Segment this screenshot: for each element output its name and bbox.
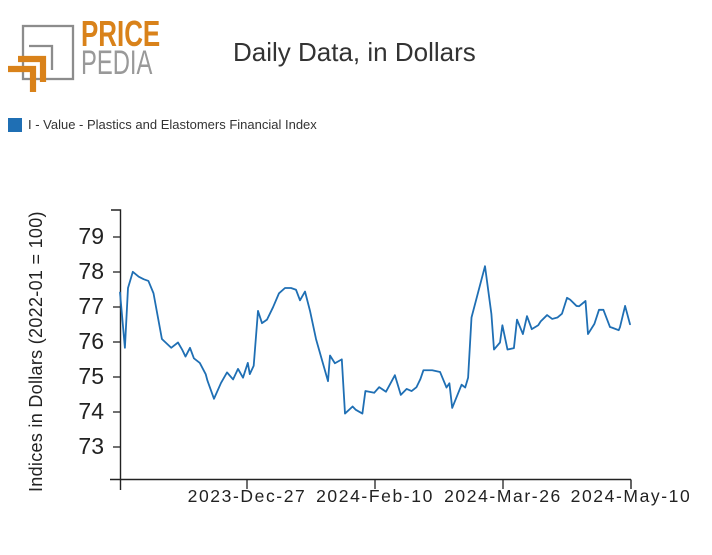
svg-text:78: 78 xyxy=(78,258,104,284)
svg-text:2024-May-10: 2024-May-10 xyxy=(571,486,692,506)
svg-text:2023-Dec-27: 2023-Dec-27 xyxy=(188,486,307,506)
svg-text:76: 76 xyxy=(78,328,104,354)
svg-text:Indices in Dollars (2022-01 =: Indices in Dollars (2022-01 = 100) xyxy=(26,211,46,492)
svg-text:2024-Mar-26: 2024-Mar-26 xyxy=(444,486,562,506)
svg-text:74: 74 xyxy=(78,398,104,424)
svg-text:77: 77 xyxy=(78,293,104,319)
svg-text:79: 79 xyxy=(78,223,104,249)
svg-text:2024-Feb-10: 2024-Feb-10 xyxy=(316,486,434,506)
svg-text:73: 73 xyxy=(78,433,104,459)
svg-text:75: 75 xyxy=(78,363,104,389)
